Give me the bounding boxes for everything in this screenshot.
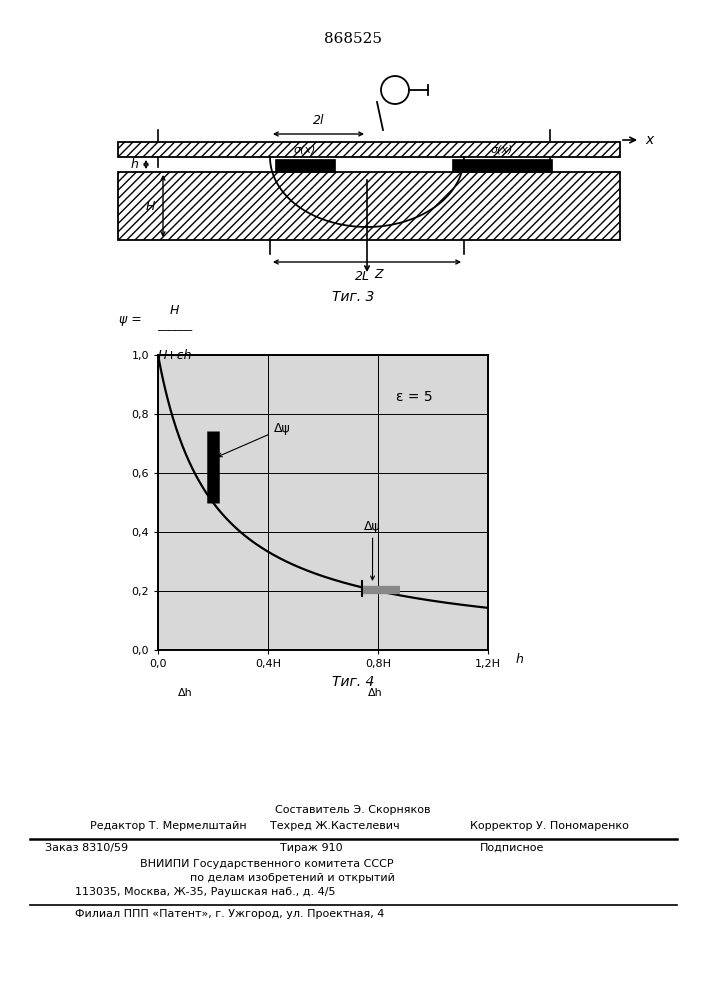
Text: x: x: [645, 133, 653, 147]
Text: ε: ε: [499, 161, 505, 171]
Text: Тираж 910: Тираж 910: [280, 843, 343, 853]
Text: Δh: Δh: [178, 688, 193, 698]
Text: ВНИИПИ Государственного комитета СССР: ВНИИПИ Государственного комитета СССР: [140, 859, 394, 869]
Text: по делам изобретений и открытий: по делам изобретений и открытий: [190, 873, 395, 883]
Text: Z: Z: [374, 268, 382, 282]
Text: ──────: ──────: [157, 326, 192, 336]
Text: H+εh: H+εh: [157, 349, 192, 362]
Text: Редактор Т. Мермелштайн: Редактор Т. Мермелштайн: [90, 821, 247, 831]
Bar: [118, 142, 620, 157]
Text: Корректор У. Пономаренко: Корректор У. Пономаренко: [470, 821, 629, 831]
Text: h: h: [130, 158, 138, 171]
Text: H: H: [170, 304, 179, 317]
Text: Филиал ППП «Патент», г. Ужгород, ул. Проектная, 4: Филиал ППП «Патент», г. Ужгород, ул. Про…: [75, 909, 385, 919]
Text: 2L: 2L: [354, 270, 370, 283]
Text: Заказ 8310/59: Заказ 8310/59: [45, 843, 128, 853]
Text: ε = 5: ε = 5: [396, 390, 432, 404]
Text: h: h: [515, 653, 523, 666]
Text: Подписное: Подписное: [480, 843, 544, 853]
Text: H: H: [146, 200, 155, 213]
Bar: [275, 159, 335, 172]
Text: Δψ: Δψ: [364, 520, 381, 580]
Text: σ(x): σ(x): [491, 145, 513, 155]
Text: Техред Ж.Кастелевич: Техред Ж.Кастелевич: [270, 821, 399, 831]
Text: ψ =: ψ =: [119, 313, 141, 326]
Text: Составитель Э. Скорняков: Составитель Э. Скорняков: [275, 805, 431, 815]
Text: 868525: 868525: [324, 32, 382, 46]
Bar: [452, 159, 552, 172]
Text: σ(x): σ(x): [294, 145, 316, 155]
Text: 113035, Москва, Ж-35, Раушская наб., д. 4/5: 113035, Москва, Ж-35, Раушская наб., д. …: [75, 887, 336, 897]
Text: Τиг. 3: Τиг. 3: [332, 290, 374, 304]
Text: Τиг. 4: Τиг. 4: [332, 675, 374, 689]
Text: 2l: 2l: [313, 114, 325, 127]
Text: 2a: 2a: [298, 161, 312, 171]
Text: Δψ: Δψ: [218, 422, 291, 457]
Circle shape: [381, 76, 409, 104]
Text: Δh: Δh: [368, 688, 382, 698]
Bar: [118, 172, 620, 240]
